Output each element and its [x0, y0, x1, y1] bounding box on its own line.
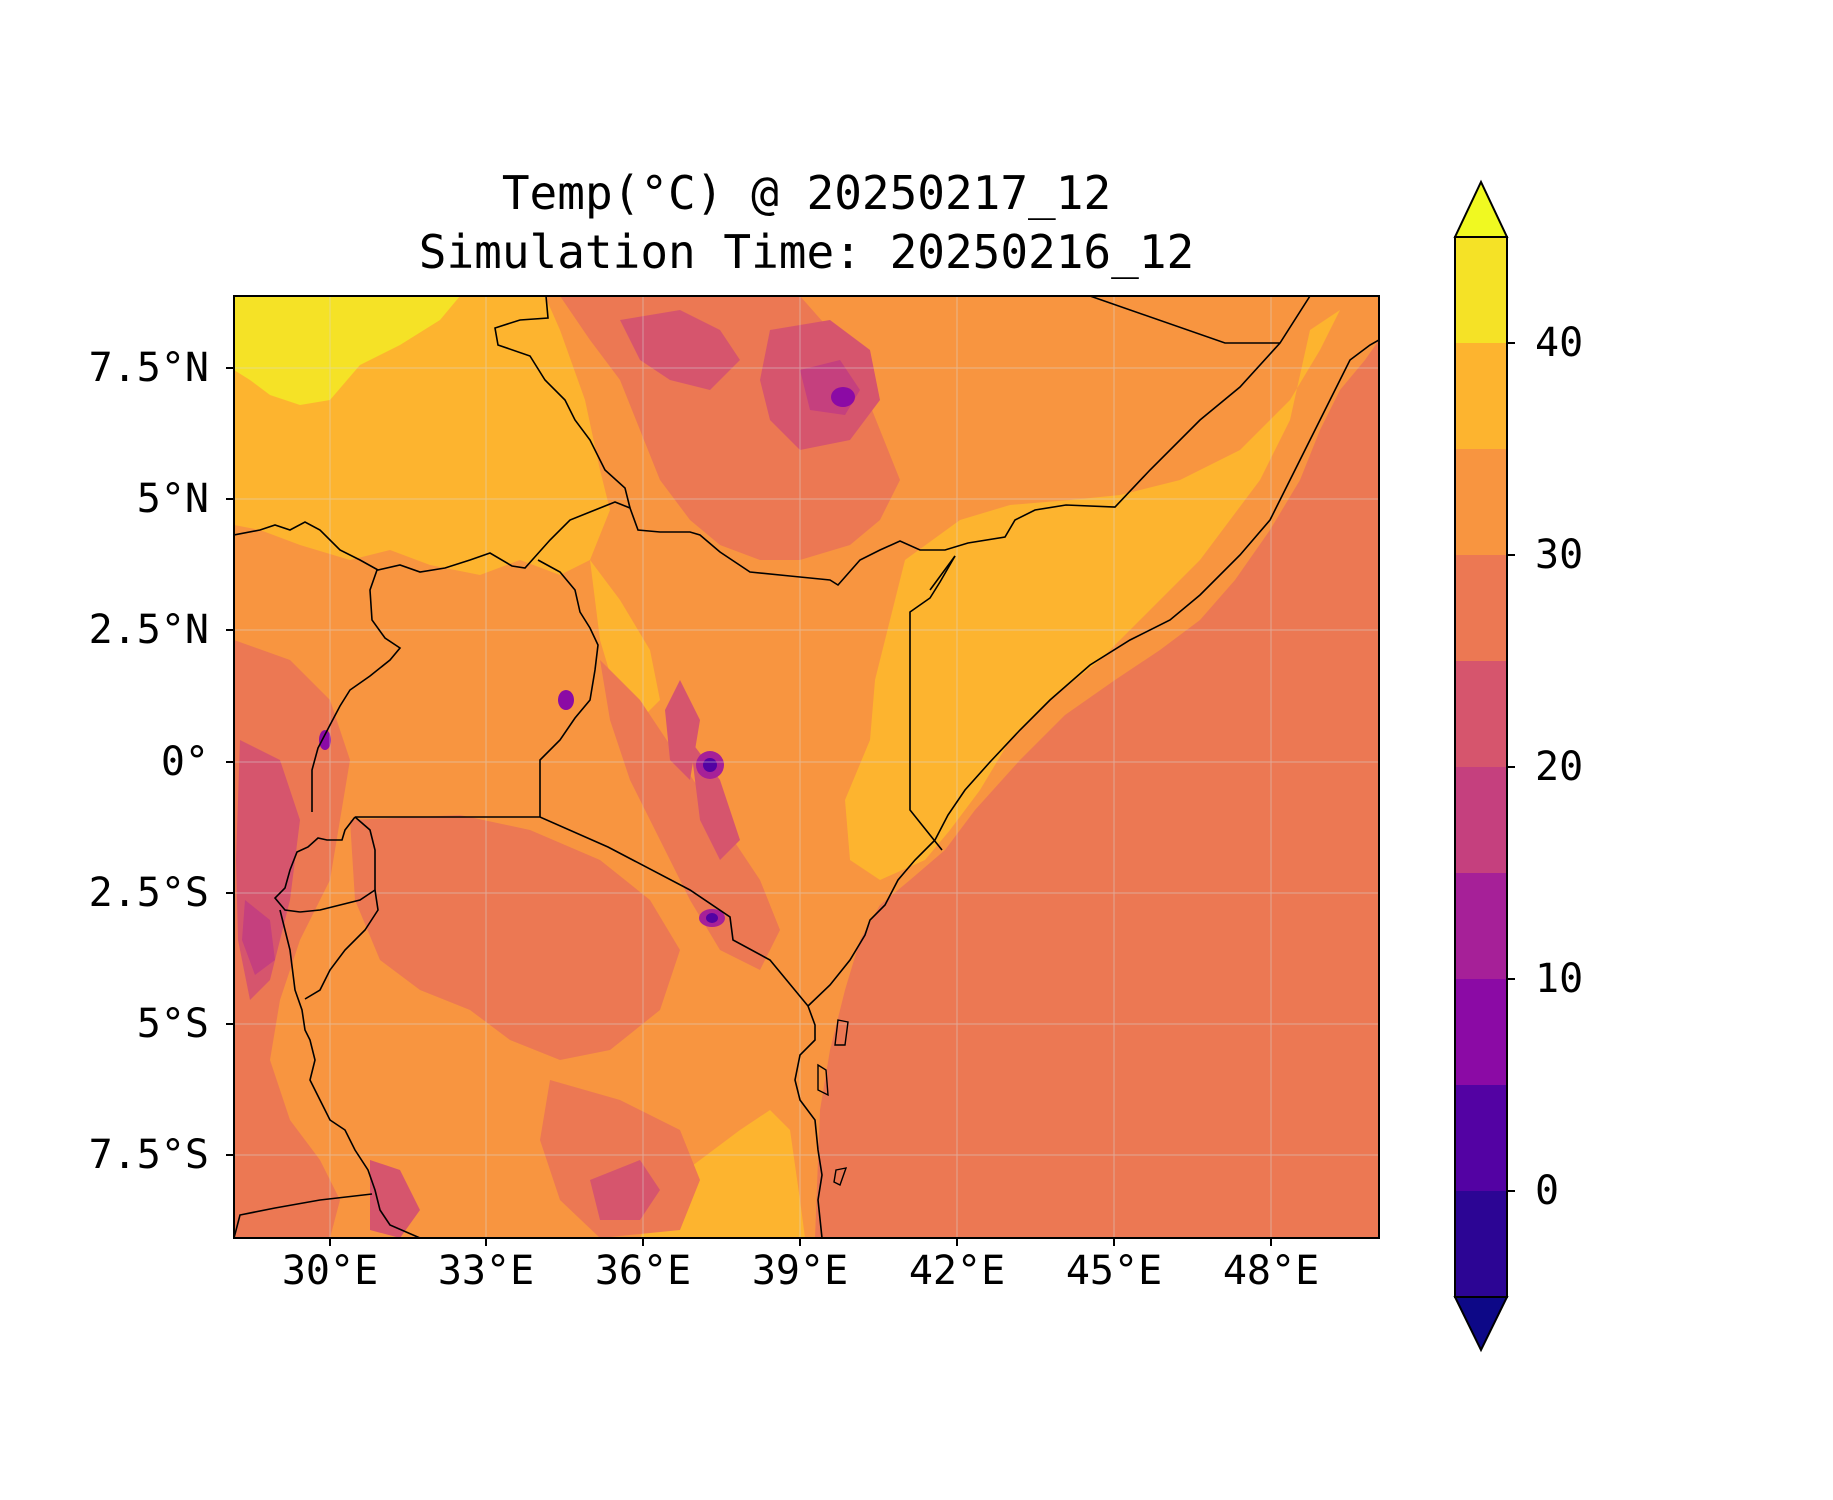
colorbar-ticks: [1507, 342, 1515, 1192]
ocean-25-30: [815, 340, 1379, 1238]
colorbar-extend-high: [1453, 179, 1509, 238]
colorbar-label-20: 20: [1535, 744, 1584, 790]
zone-20-25-c: [665, 680, 700, 780]
colorbar-band-20-25: [1455, 661, 1507, 767]
zone-40-45-nw: [234, 296, 460, 405]
cold-spot-rwenzori: [319, 730, 331, 750]
lon-label-33E: 33°E: [437, 1248, 535, 1294]
zone-15-20-west: [242, 900, 275, 975]
colorbar-band-25-30: [1455, 555, 1507, 661]
lat-label-5S: 5°S: [136, 1001, 209, 1047]
zone-35-40-east: [845, 310, 1340, 880]
lon-label-45E: 45°E: [1065, 1248, 1163, 1294]
lon-label-39E: 39°E: [751, 1248, 849, 1294]
colorbar-extend-low: [1453, 1296, 1509, 1353]
colorbar-band--5-0: [1455, 1191, 1507, 1297]
cold-spot-elgon: [558, 690, 574, 710]
lon-label-36E: 36°E: [594, 1248, 692, 1294]
colorbar-band-40-45: [1455, 237, 1507, 343]
zone-25-30-south: [540, 1080, 700, 1238]
lat-label-7.5N: 7.5°N: [88, 345, 209, 391]
colorbar-band-5-10: [1455, 979, 1507, 1085]
cold-spot-kilimanjaro-core: [706, 913, 718, 923]
map-axes-frame: [233, 295, 1380, 1239]
coastline: [794, 339, 1379, 1238]
colorbar-label-30: 30: [1535, 532, 1584, 578]
colorbar-band-30-35: [1455, 449, 1507, 555]
lon-label-42E: 42°E: [908, 1248, 1006, 1294]
temperature-field: [234, 296, 1379, 1238]
lon-label-30E: 30°E: [281, 1248, 379, 1294]
cold-spot-ethiopia: [831, 387, 855, 407]
colorbar-label-0: 0: [1535, 1168, 1560, 1214]
zone-20-25-f: [370, 1160, 420, 1238]
country-borders: [234, 296, 1311, 1238]
colorbar-band-0-5: [1455, 1085, 1507, 1191]
gridlines: [234, 296, 1379, 1238]
lon-ticks: [329, 1238, 1272, 1246]
zone-20-25-a: [620, 310, 740, 390]
colorbar-band-15-20: [1455, 767, 1507, 873]
chart-title-line1: Temp(°C) @ 20250217_12: [501, 166, 1112, 220]
lat-label-0: 0°: [160, 739, 209, 785]
cold-spot-kenya-core: [703, 758, 717, 772]
lat-label-2.5N: 2.5°N: [88, 607, 209, 653]
colorbar-label-40: 40: [1535, 320, 1584, 366]
coastal-islands: [817, 1019, 849, 1186]
chart-title-line2: Simulation Time: 20250216_12: [418, 225, 1195, 279]
zone-25-30-lakes: [350, 815, 680, 1060]
lat-label-5N: 5°N: [136, 476, 209, 522]
lat-label-2.5S: 2.5°S: [88, 870, 209, 916]
colorbar-band-10-15: [1455, 873, 1507, 979]
lon-label-48E: 48°E: [1222, 1248, 1320, 1294]
lat-ticks: [226, 367, 234, 1156]
colorbar-band-35-40: [1455, 343, 1507, 449]
lat-label-7.5S: 7.5°S: [88, 1132, 209, 1178]
colorbar: [1453, 179, 1515, 1353]
colorbar-label-10: 10: [1535, 956, 1584, 1002]
